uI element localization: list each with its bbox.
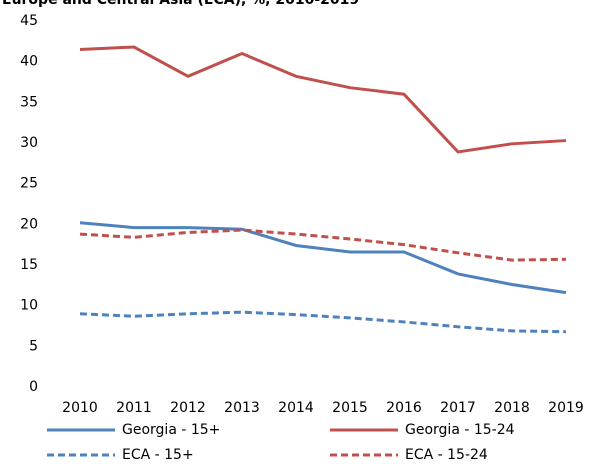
x-tick-label: 2015	[332, 400, 368, 416]
y-tick-label: 15	[20, 257, 38, 273]
x-tick-label: 2012	[170, 400, 206, 416]
series-line	[79, 45, 567, 154]
legend-label: ECA - 15-24	[405, 447, 488, 463]
x-tick-label: 2017	[440, 400, 476, 416]
y-tick-label: 10	[20, 298, 38, 314]
y-tick-label: 5	[29, 338, 38, 354]
chart-title: Europe and Central Asia (ECA), %, 2010-2…	[2, 0, 359, 8]
series-line	[79, 221, 567, 295]
legend-label: Georgia - 15+	[122, 422, 220, 438]
series-line	[79, 228, 567, 262]
x-tick-label: 2019	[548, 400, 584, 416]
y-tick-label: 0	[29, 379, 38, 395]
y-tick-label: 45	[20, 13, 38, 29]
series-line	[79, 310, 567, 334]
legend-label: Georgia - 15-24	[405, 422, 515, 438]
x-tick-label: 2010	[62, 400, 98, 416]
y-tick-label: 35	[20, 94, 38, 110]
x-tick-label: 2016	[386, 400, 422, 416]
y-tick-label: 25	[20, 176, 38, 192]
y-tick-label: 40	[20, 54, 38, 70]
legend-label: ECA - 15+	[122, 447, 194, 463]
y-tick-label: 20	[20, 216, 38, 232]
y-tick-label: 30	[20, 135, 38, 151]
x-tick-label: 2014	[278, 400, 314, 416]
x-tick-label: 2013	[224, 400, 260, 416]
x-tick-label: 2011	[116, 400, 152, 416]
x-tick-label: 2018	[494, 400, 530, 416]
